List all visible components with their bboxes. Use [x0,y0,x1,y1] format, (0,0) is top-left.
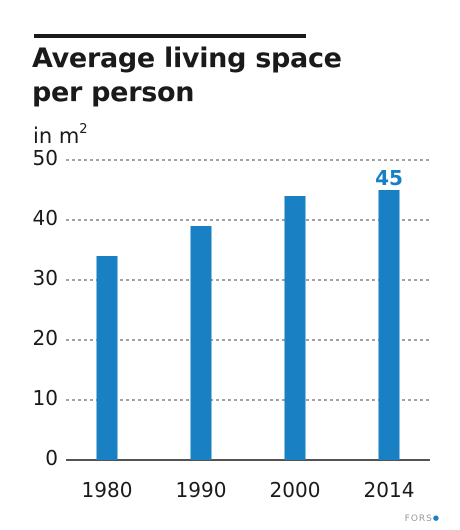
source-credit: FORS● [405,514,440,524]
data-labels: 45 [375,166,403,190]
y-tick-label: 30 [33,266,58,290]
credit-text: FORS [404,514,433,524]
y-tick-label: 10 [33,386,58,410]
title-rule [34,34,306,38]
y-tick-label: 0 [45,446,58,470]
bar [96,256,118,460]
bar [190,226,212,460]
x-tick-label: 1990 [176,478,227,502]
unit-superscript: 2 [79,122,88,137]
bar [284,196,306,460]
y-tick-label: 50 [33,146,58,170]
chart-title: Average living space per person [32,43,342,108]
y-tick-label: 40 [33,206,58,230]
x-tick-label: 2014 [364,478,415,502]
data-label: 45 [375,166,403,190]
bar [378,190,400,460]
bars [96,190,400,460]
unit-text: in m [33,124,80,148]
grid-lines [66,159,430,461]
x-tick-labels: 1980 1990 2000 2014 [82,478,415,502]
y-tick-label: 20 [33,326,58,350]
x-tick-label: 2000 [270,478,321,502]
y-axis-unit-label: in m2 [33,122,88,148]
y-tick-labels: 0 10 20 30 40 50 [33,146,58,470]
x-tick-label: 1980 [82,478,133,502]
credit-dot-icon: ● [432,514,440,522]
